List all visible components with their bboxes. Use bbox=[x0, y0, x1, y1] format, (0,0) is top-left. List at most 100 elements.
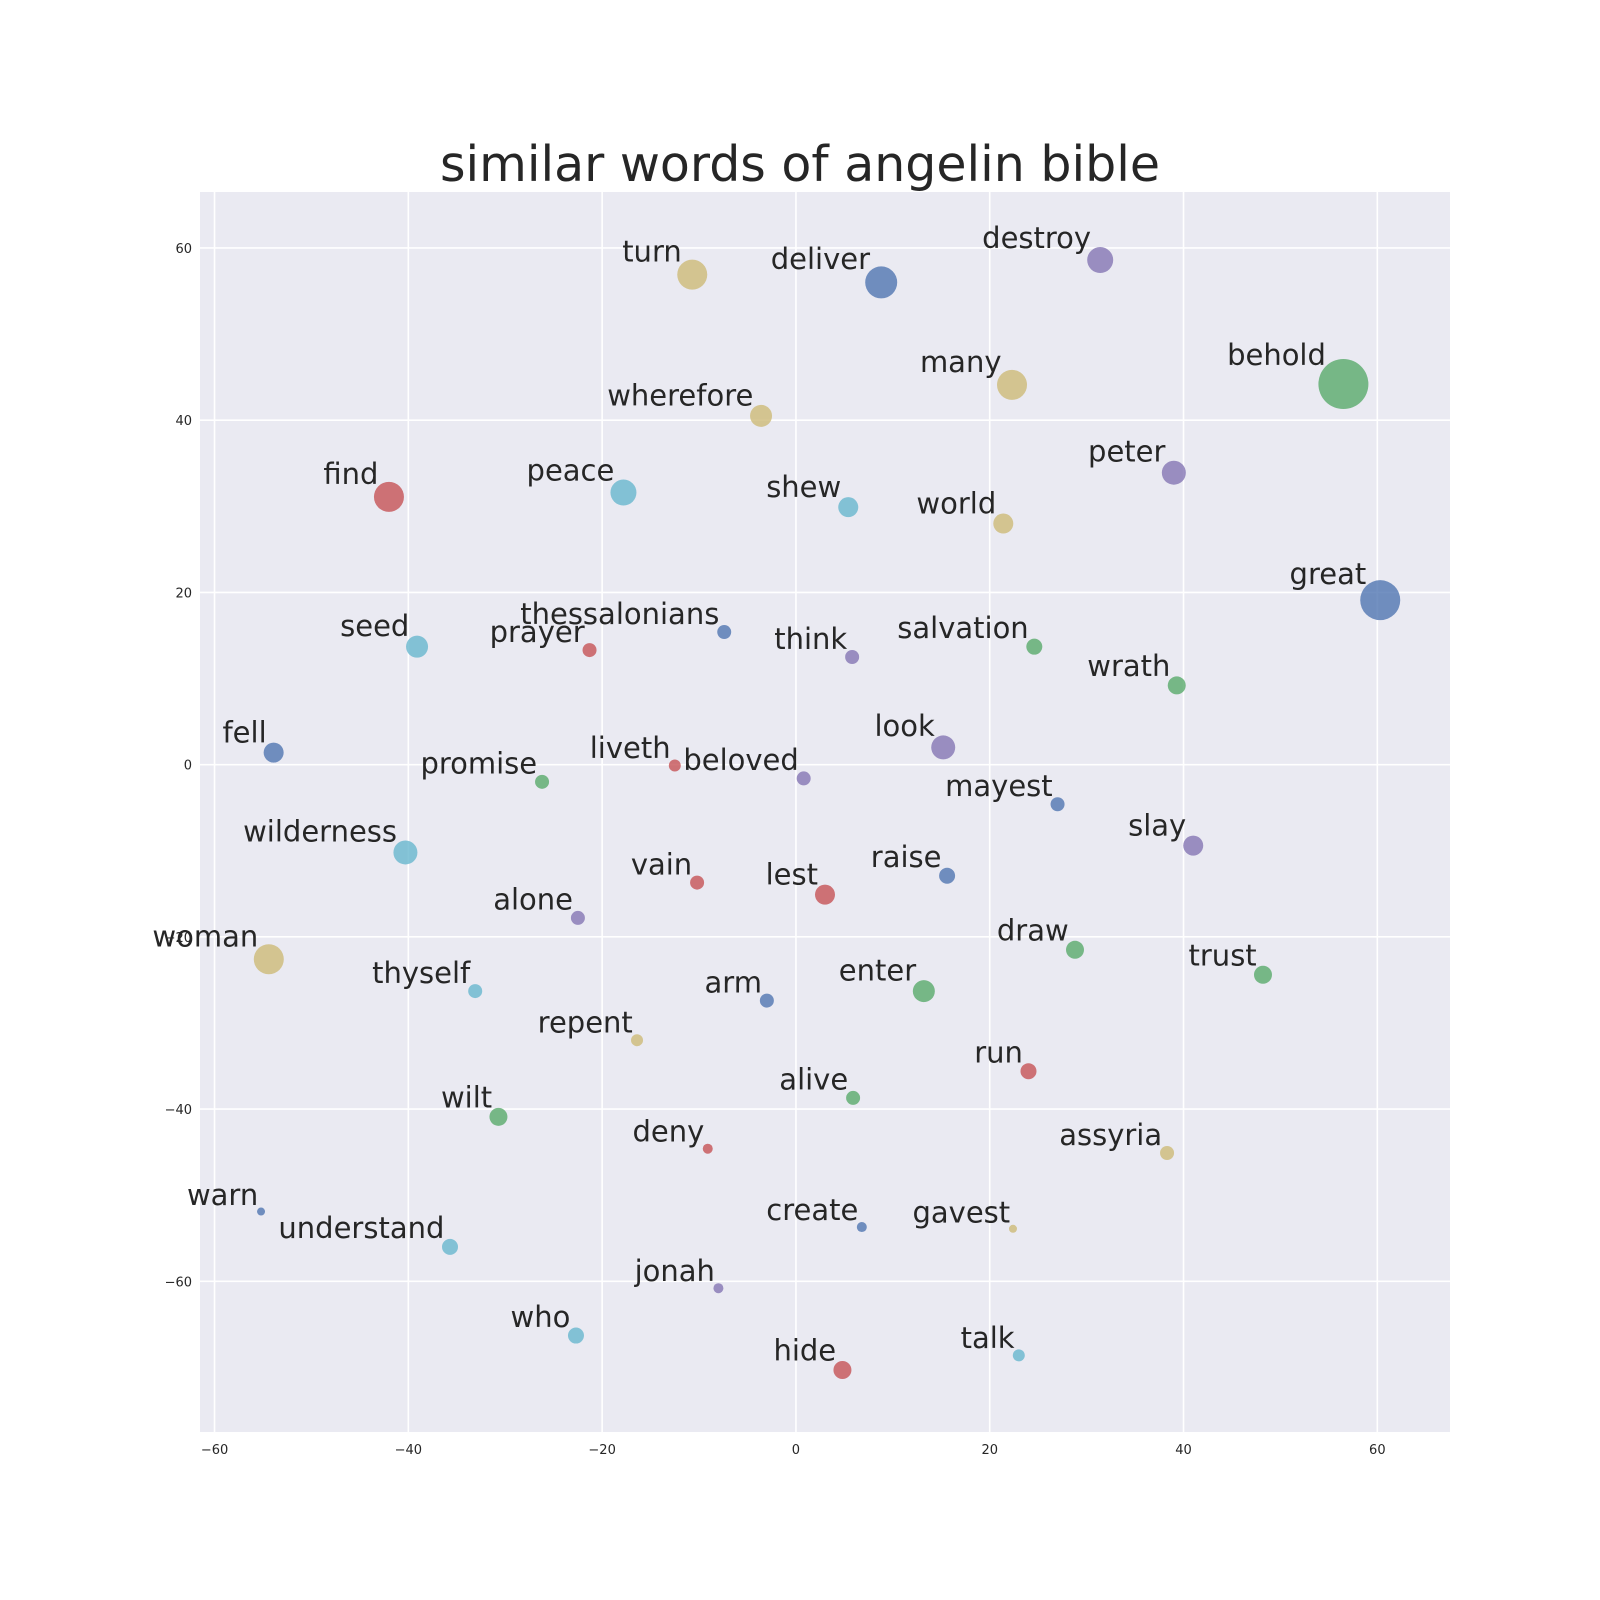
data-point-create bbox=[856, 1222, 867, 1233]
word-label-slay: slay bbox=[1128, 809, 1186, 843]
word-label-repent: repent bbox=[538, 1006, 633, 1040]
y-tick-label: 20 bbox=[175, 586, 192, 601]
data-point-great bbox=[1360, 580, 1401, 621]
word-label-wilderness: wilderness bbox=[243, 814, 397, 848]
data-point-wrath bbox=[1167, 676, 1186, 695]
data-point-deliver bbox=[865, 266, 898, 299]
x-tick-label: 20 bbox=[981, 1443, 998, 1458]
data-point-enter bbox=[912, 980, 935, 1003]
data-point-slay bbox=[1183, 835, 1204, 856]
word-label-vain: vain bbox=[631, 847, 692, 881]
word-label-who: who bbox=[511, 1300, 571, 1334]
word-label-great: great bbox=[1290, 557, 1367, 591]
x-tick-label: 40 bbox=[1175, 1443, 1192, 1458]
word-label-behold: behold bbox=[1227, 338, 1326, 372]
y-tick-label: −20 bbox=[165, 931, 192, 946]
word-label-deliver: deliver bbox=[771, 242, 870, 276]
data-point-warn bbox=[257, 1207, 266, 1216]
word-label-enter: enter bbox=[839, 954, 916, 988]
word-label-arm: arm bbox=[705, 965, 762, 999]
data-point-thyself bbox=[468, 984, 483, 999]
data-point-look bbox=[931, 735, 956, 760]
word-label-turn: turn bbox=[622, 235, 682, 269]
word-labels: turn deliver destroy many behold wherefore pet… bbox=[152, 221, 1366, 1367]
word-label-alive: alive bbox=[779, 1063, 848, 1097]
word-label-wherefore: wherefore bbox=[607, 378, 753, 412]
data-point-mayest bbox=[1050, 797, 1065, 812]
data-point-talk bbox=[1012, 1349, 1025, 1362]
word-label-thessalonians: thessalonians bbox=[520, 597, 719, 631]
data-point-trust bbox=[1253, 965, 1272, 984]
word-label-peter: peter bbox=[1088, 435, 1165, 469]
data-point-liveth bbox=[668, 759, 681, 772]
word-label-think: think bbox=[774, 622, 847, 656]
word-label-alone: alone bbox=[493, 883, 573, 917]
data-point-fell bbox=[263, 742, 284, 763]
data-point-alone bbox=[570, 910, 585, 925]
word-label-jonah: jonah bbox=[634, 1254, 715, 1288]
y-tick-label: 0 bbox=[184, 759, 192, 774]
word-label-draw: draw bbox=[997, 913, 1069, 947]
data-point-gavest bbox=[1008, 1224, 1017, 1233]
x-tick-label: 60 bbox=[1369, 1443, 1386, 1458]
data-point-prayer bbox=[582, 643, 597, 658]
word-label-prayer: prayer bbox=[490, 615, 585, 649]
data-point-wilt bbox=[489, 1107, 508, 1126]
data-point-beloved bbox=[796, 771, 811, 786]
data-point-find bbox=[373, 481, 404, 512]
y-tick-label: 40 bbox=[175, 414, 192, 429]
data-point-turn bbox=[677, 259, 708, 290]
word-label-look: look bbox=[874, 709, 935, 743]
word-label-trust: trust bbox=[1189, 938, 1257, 972]
data-point-hide bbox=[833, 1361, 852, 1379]
data-point-world bbox=[993, 513, 1014, 534]
plot-area bbox=[200, 192, 1450, 1432]
word-label-wrath: wrath bbox=[1087, 649, 1170, 683]
data-point-deny bbox=[702, 1143, 713, 1154]
x-tick-label: −40 bbox=[395, 1443, 422, 1458]
word-label-wilt: wilt bbox=[441, 1080, 492, 1114]
word-label-salvation: salvation bbox=[897, 611, 1028, 645]
word-label-woman: woman bbox=[152, 919, 258, 953]
data-point-wherefore bbox=[750, 404, 773, 427]
data-point-shew bbox=[838, 497, 859, 518]
data-point-jonah bbox=[713, 1283, 724, 1294]
data-point-peter bbox=[1161, 460, 1186, 485]
y-tick-label: 60 bbox=[175, 242, 192, 257]
word-label-promise: promise bbox=[420, 747, 537, 781]
word-label-raise: raise bbox=[871, 840, 942, 874]
word-label-gavest: gavest bbox=[913, 1195, 1011, 1229]
data-point-woman bbox=[253, 944, 284, 975]
data-point-assyria bbox=[1160, 1146, 1175, 1160]
y-tick-label: −40 bbox=[165, 1103, 192, 1118]
word-label-warn: warn bbox=[187, 1178, 258, 1212]
word-label-peace: peace bbox=[527, 454, 615, 488]
data-point-salvation bbox=[1026, 638, 1043, 655]
data-points bbox=[253, 247, 1401, 1379]
data-point-seed bbox=[406, 635, 429, 658]
x-tick-label: 0 bbox=[792, 1443, 800, 1458]
word-label-shew: shew bbox=[766, 470, 841, 504]
word-label-destroy: destroy bbox=[982, 221, 1091, 255]
data-point-raise bbox=[939, 867, 956, 884]
word-label-liveth: liveth bbox=[590, 731, 671, 765]
word-label-world: world bbox=[916, 487, 996, 521]
word-label-talk: talk bbox=[961, 1321, 1015, 1355]
word-label-lest: lest bbox=[766, 858, 818, 892]
word-label-understand: understand bbox=[278, 1211, 444, 1245]
data-point-draw bbox=[1066, 940, 1084, 959]
data-point-vain bbox=[690, 875, 705, 890]
x-tick-label: −20 bbox=[588, 1443, 615, 1458]
data-point-think bbox=[845, 650, 860, 664]
data-point-peace bbox=[610, 479, 637, 506]
data-point-who bbox=[567, 1327, 584, 1344]
data-point-thessalonians bbox=[717, 625, 732, 640]
data-point-understand bbox=[442, 1238, 458, 1255]
word-label-seed: seed bbox=[340, 609, 409, 643]
x-tick-label: −60 bbox=[201, 1443, 228, 1458]
word-label-mayest: mayest bbox=[945, 769, 1053, 803]
word-label-hide: hide bbox=[773, 1334, 836, 1368]
y-tick-label: −60 bbox=[165, 1275, 192, 1290]
data-point-arm bbox=[759, 993, 774, 1008]
